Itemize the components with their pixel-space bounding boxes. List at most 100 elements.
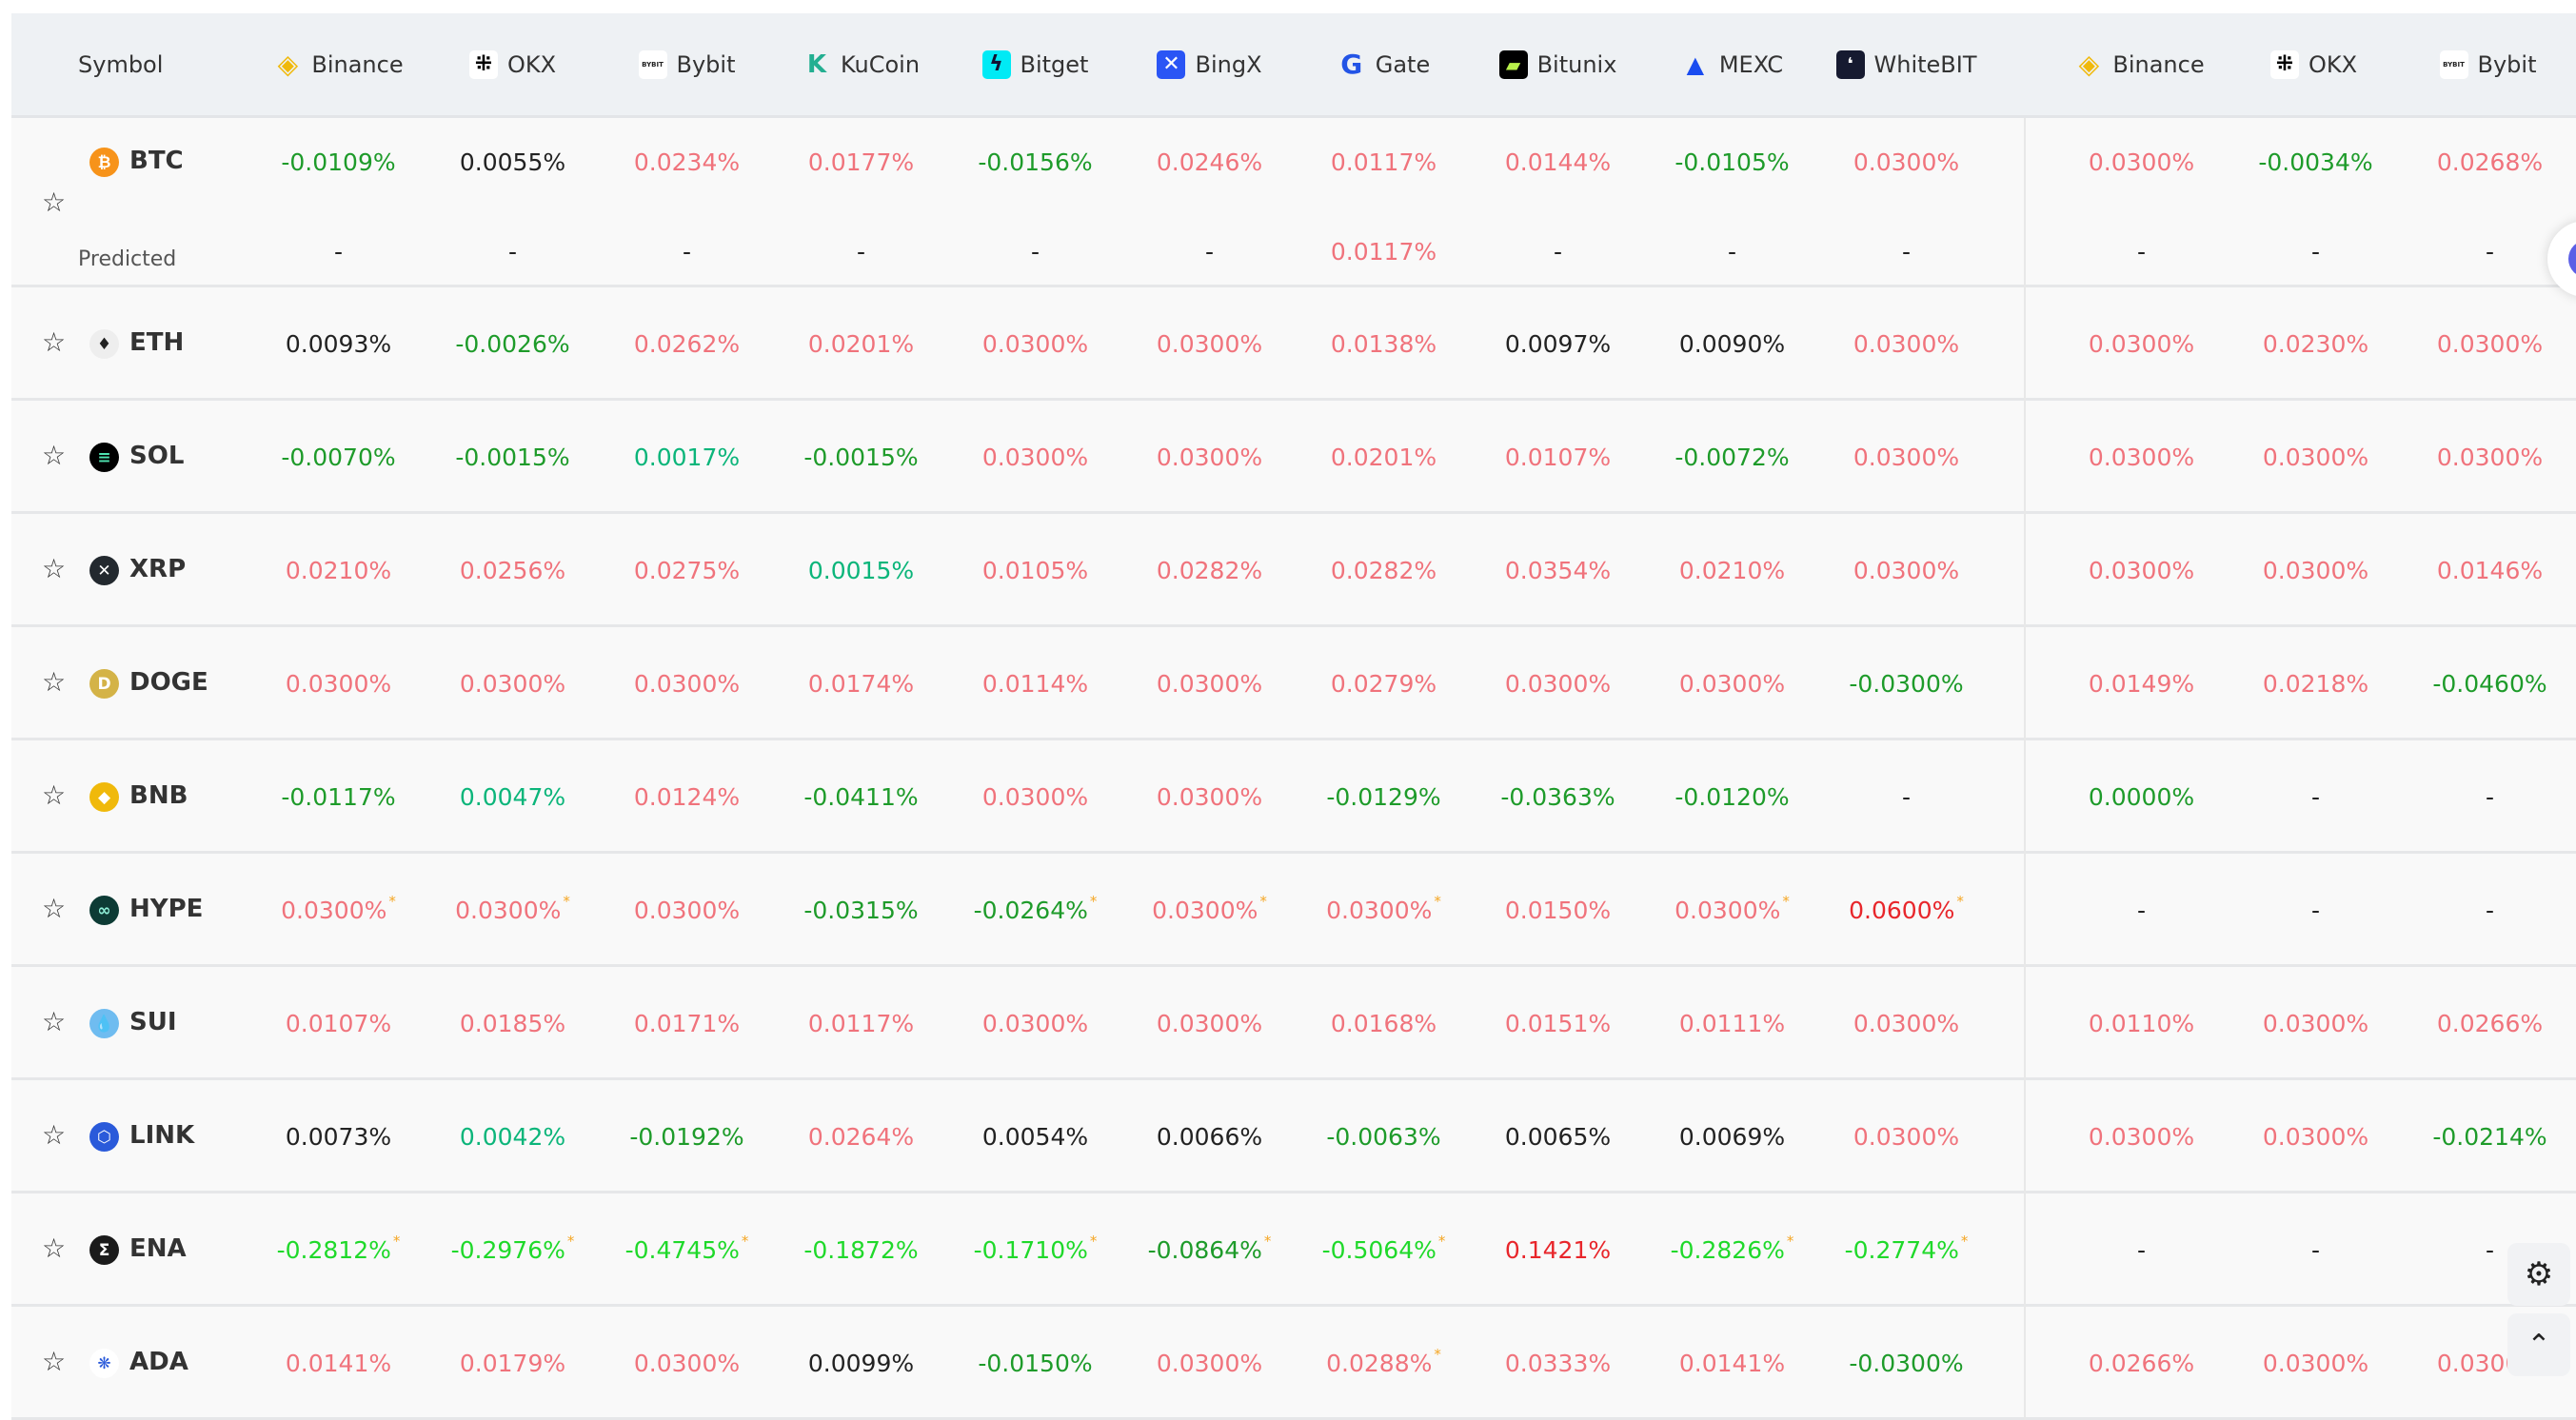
predicted-rate-cell[interactable]: - (1122, 206, 1297, 287)
funding-rate-cell[interactable]: 0.0300% (2229, 514, 2403, 627)
table-row-doge[interactable]: ☆ D DOGE 0.0300% 0.0300% 0.0300% 0.0174% 0.0114… (11, 627, 2576, 740)
predicted-rate-cell[interactable]: - (600, 206, 774, 287)
funding-rate-cell[interactable]: -0.0072% (1645, 401, 1819, 514)
funding-rate-cell[interactable]: 0.0268% (2403, 118, 2576, 206)
funding-rate-cell[interactable]: -0.4745% * (600, 1193, 774, 1307)
funding-rate-cell[interactable]: - (2054, 1193, 2229, 1307)
funding-rate-cell[interactable]: 0.0117% (774, 967, 948, 1080)
funding-rate-cell[interactable]: -0.0460% (2403, 627, 2576, 740)
funding-rate-cell[interactable]: 0.0177% (774, 118, 948, 206)
funding-rate-cell[interactable]: -0.0300% (1819, 627, 1993, 740)
header-exchange-okx[interactable]: ⁜ OKX (2227, 49, 2401, 79)
header-exchange-mexc[interactable]: ▲ MEXC (1645, 50, 1819, 79)
funding-rate-cell[interactable]: -0.2774% * (1819, 1193, 1993, 1307)
funding-rate-cell[interactable]: 0.0111% (1645, 967, 1819, 1080)
funding-rate-cell[interactable]: 0.0300% (1122, 401, 1297, 514)
funding-rate-cell[interactable]: 0.0114% (948, 627, 1122, 740)
funding-rate-cell[interactable]: 0.0282% (1297, 514, 1471, 627)
funding-rate-cell[interactable]: 0.0300% (948, 287, 1122, 401)
funding-rate-cell[interactable]: 0.0354% (1471, 514, 1645, 627)
table-row-xrp[interactable]: ☆ ✕ XRP 0.0210% 0.0256% 0.0275% 0.0015% 0.0105%… (11, 514, 2576, 627)
funding-rate-cell[interactable]: 0.0300% (1122, 627, 1297, 740)
funding-rate-cell[interactable]: 0.0174% (774, 627, 948, 740)
funding-rate-cell[interactable]: -0.0109% (251, 118, 426, 206)
funding-rate-cell[interactable]: 0.0246% (1122, 118, 1297, 206)
funding-rate-cell[interactable]: 0.0138% (1297, 287, 1471, 401)
funding-rate-cell[interactable]: 0.0300% (2229, 401, 2403, 514)
funding-rate-cell[interactable]: 0.0105% (948, 514, 1122, 627)
funding-rate-cell[interactable]: 0.0300% * (1645, 854, 1819, 967)
predicted-rate-cell[interactable]: - (2229, 206, 2403, 287)
funding-rate-cell[interactable]: 0.0300% (948, 740, 1122, 854)
funding-rate-cell[interactable]: 0.0300% (600, 854, 774, 967)
predicted-rate-cell[interactable]: - (774, 206, 948, 287)
funding-rate-cell[interactable]: 0.0300% (1122, 740, 1297, 854)
predicted-rate-cell[interactable]: 0.0117% (1297, 206, 1471, 287)
funding-rate-cell[interactable]: -0.0411% (774, 740, 948, 854)
favorite-star-icon[interactable]: ☆ (42, 1346, 67, 1377)
table-row-eth[interactable]: ☆ ♦ ETH 0.0093% -0.0026% 0.0262% 0.0201% 0.0300… (11, 287, 2576, 401)
funding-rate-cell[interactable]: 0.0300% * (1297, 854, 1471, 967)
funding-rate-cell[interactable]: 0.0282% (1122, 514, 1297, 627)
table-row-link[interactable]: ☆ ⬡ LINK 0.0073% 0.0042% -0.0192% 0.0264% 0.005… (11, 1080, 2576, 1193)
funding-rate-cell[interactable]: 0.0300% (2229, 967, 2403, 1080)
header-exchange-okx[interactable]: ⁜ OKX (426, 49, 600, 79)
table-row-hype[interactable]: ☆ ∞ HYPE 0.0300% * 0.0300% * 0.0300% -0.0315% -0.… (11, 854, 2576, 967)
funding-rate-cell[interactable]: 0.0185% (426, 967, 600, 1080)
funding-rate-cell[interactable]: 0.0141% (251, 1307, 426, 1420)
funding-rate-cell[interactable]: 0.0117% (1297, 118, 1471, 206)
predicted-rate-cell[interactable]: - (426, 206, 600, 287)
funding-rate-cell[interactable]: 0.0300% (948, 967, 1122, 1080)
table-row-sui[interactable]: ☆ 💧 SUI 0.0107% 0.0185% 0.0171% 0.0117% 0.0300%… (11, 967, 2576, 1080)
funding-rate-cell[interactable]: 0.0124% (600, 740, 774, 854)
funding-rate-cell[interactable]: -0.0034% (2229, 118, 2403, 206)
funding-rate-cell[interactable]: -0.0864% * (1122, 1193, 1297, 1307)
funding-rate-cell[interactable]: -0.0070% (251, 401, 426, 514)
funding-rate-cell[interactable]: 0.0218% (2229, 627, 2403, 740)
favorite-star-icon[interactable]: ☆ (42, 1119, 67, 1151)
funding-rate-cell[interactable]: 0.0266% (2054, 1307, 2229, 1420)
funding-rate-cell[interactable]: 0.0300% (2054, 514, 2229, 627)
funding-rate-cell[interactable]: 0.0042% (426, 1080, 600, 1193)
funding-rate-cell[interactable]: -0.2826% * (1645, 1193, 1819, 1307)
funding-rate-cell[interactable]: 0.0000% (2054, 740, 2229, 854)
funding-rate-cell[interactable]: 0.0300% (1122, 1307, 1297, 1420)
header-exchange-bybit[interactable]: BYBIT Bybit (2401, 49, 2575, 79)
funding-rate-cell[interactable]: -0.0214% (2403, 1080, 2576, 1193)
funding-rate-cell[interactable]: 0.0288% * (1297, 1307, 1471, 1420)
predicted-rate-cell[interactable]: - (2054, 206, 2229, 287)
funding-rate-cell[interactable]: 0.0300% (1819, 1080, 1993, 1193)
funding-rate-cell[interactable]: -0.0264% * (948, 854, 1122, 967)
funding-rate-cell[interactable]: 0.0300% * (251, 854, 426, 967)
funding-rate-cell[interactable]: 0.0300% (1819, 401, 1993, 514)
funding-rate-cell[interactable]: - (1819, 740, 1993, 854)
favorite-star-icon[interactable]: ☆ (42, 666, 67, 698)
funding-rate-cell[interactable]: 0.0047% (426, 740, 600, 854)
funding-rate-cell[interactable]: 0.0300% (2054, 401, 2229, 514)
funding-rate-cell[interactable]: -0.0063% (1297, 1080, 1471, 1193)
header-exchange-bitunix[interactable]: ▰ Bitunix (1471, 49, 1645, 79)
predicted-rate-cell[interactable]: - (1645, 206, 1819, 287)
funding-rate-cell[interactable]: - (2054, 854, 2229, 967)
funding-rate-cell[interactable]: - (2403, 854, 2576, 967)
funding-rate-cell[interactable]: 0.0073% (251, 1080, 426, 1193)
funding-rate-cell[interactable]: -0.1710% * (948, 1193, 1122, 1307)
funding-rate-cell[interactable]: 0.0201% (774, 287, 948, 401)
funding-rate-cell[interactable]: 0.0300% (948, 401, 1122, 514)
funding-rate-cell[interactable]: 0.0093% (251, 287, 426, 401)
funding-rate-cell[interactable]: 0.0151% (1471, 967, 1645, 1080)
predicted-rate-cell[interactable]: - (948, 206, 1122, 287)
table-row-btc[interactable]: ☆ ₿ BTC Predicted -0.0109% 0.0055% 0.0234% 0.01… (11, 118, 2576, 287)
funding-rate-cell[interactable]: 0.0333% (1471, 1307, 1645, 1420)
funding-rate-cell[interactable]: 0.0279% (1297, 627, 1471, 740)
funding-rate-cell[interactable]: -0.0150% (948, 1307, 1122, 1420)
funding-rate-cell[interactable]: -0.1872% (774, 1193, 948, 1307)
header-exchange-binance[interactable]: ◈ Binance (2052, 49, 2227, 80)
funding-rate-cell[interactable]: 0.0090% (1645, 287, 1819, 401)
predicted-rate-cell[interactable]: - (1819, 206, 1993, 287)
alert-button[interactable]: ⚙ (2507, 1243, 2570, 1306)
favorite-star-icon[interactable]: ☆ (42, 187, 67, 218)
funding-rate-cell[interactable]: 0.0065% (1471, 1080, 1645, 1193)
funding-rate-cell[interactable]: 0.0300% (2403, 287, 2576, 401)
funding-rate-cell[interactable]: 0.0300% * (426, 854, 600, 967)
